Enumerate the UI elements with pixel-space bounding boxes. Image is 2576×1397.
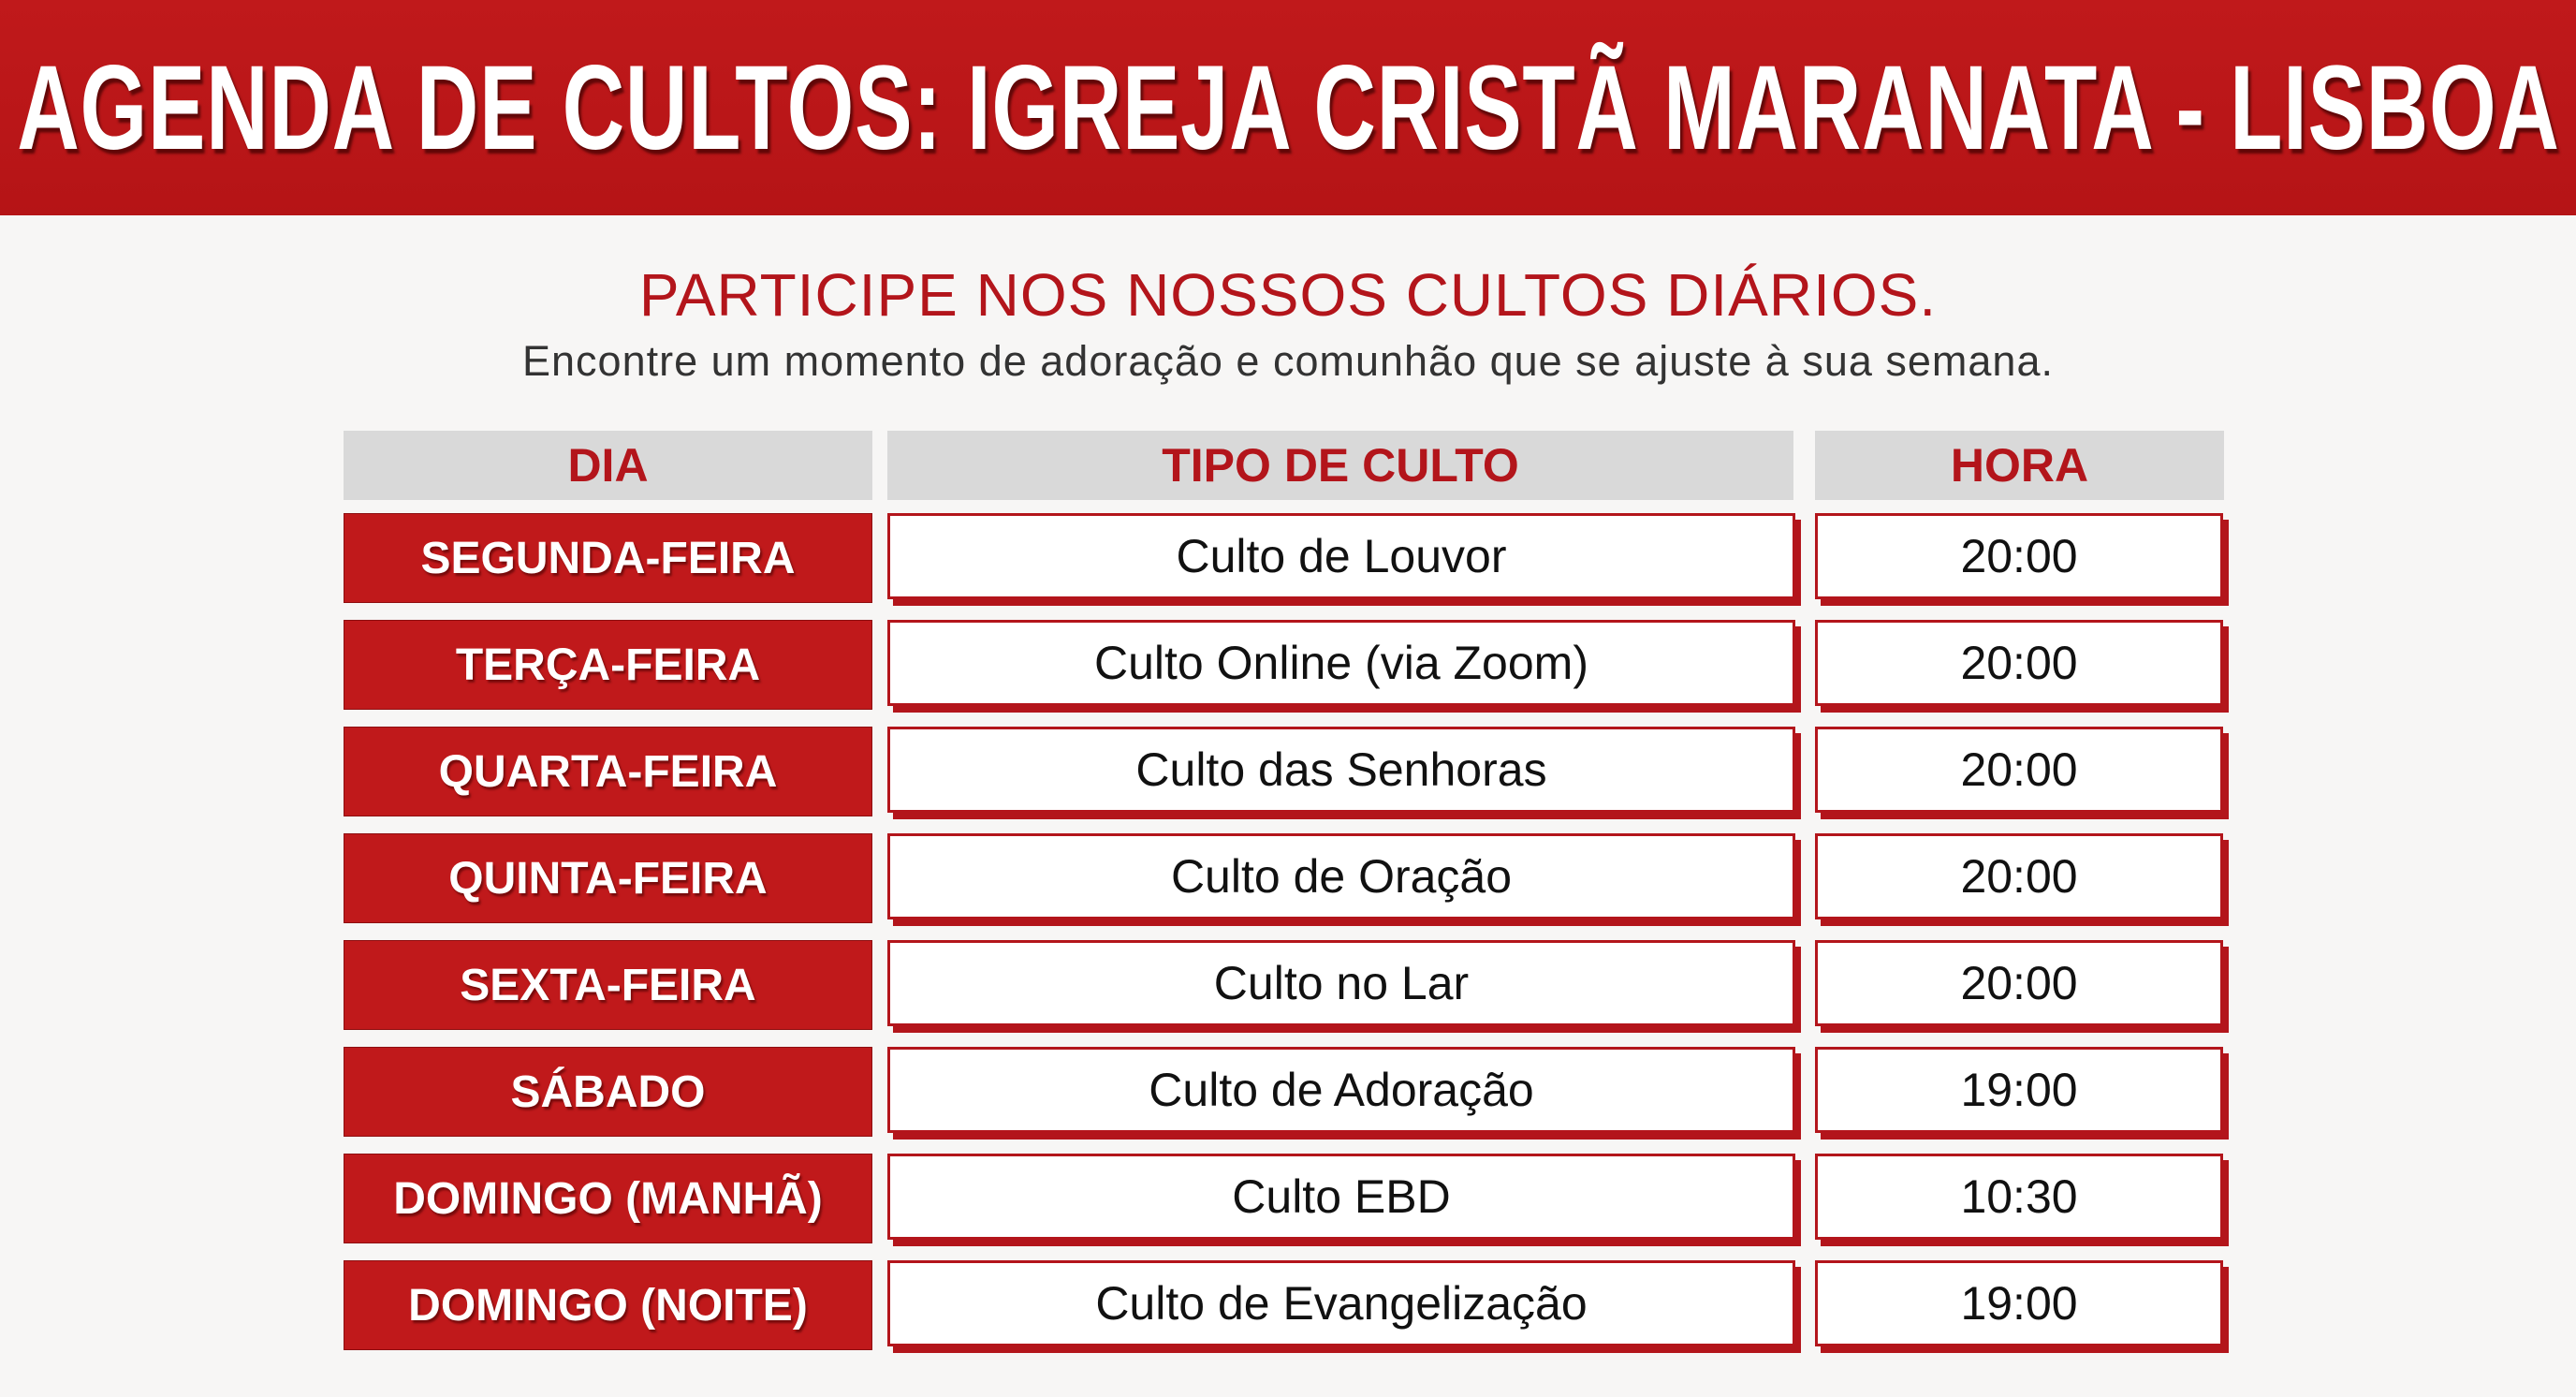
table-row: SEGUNDA-FEIRA Culto de Louvor 20:00 bbox=[0, 513, 2576, 605]
time-cell: 20:00 bbox=[1815, 833, 2223, 919]
column-header-time: HORA bbox=[1815, 431, 2224, 500]
time-cell: 10:30 bbox=[1815, 1154, 2223, 1240]
page-title-wrap: AGENDA DE CULTOS: IGREJA CRISTÃ MARANATA… bbox=[0, 0, 2576, 215]
table-row: TERÇA-FEIRA Culto Online (via Zoom) 20:00 bbox=[0, 620, 2576, 712]
day-cell: SEXTA-FEIRA bbox=[344, 940, 872, 1030]
title-banner bbox=[0, 0, 2576, 215]
day-cell: SEGUNDA-FEIRA bbox=[344, 513, 872, 603]
intro-text: Encontre um momento de adoração e comunh… bbox=[522, 337, 2054, 385]
service-type-cell: Culto EBD bbox=[887, 1154, 1795, 1240]
intro-heading: PARTICIPE NOS NOSSOS CULTOS DIÁRIOS. bbox=[638, 261, 1938, 329]
service-type-cell: Culto das Senhoras bbox=[887, 727, 1795, 813]
time-cell: 20:00 bbox=[1815, 940, 2223, 1026]
table-row: SEXTA-FEIRA Culto no Lar 20:00 bbox=[0, 940, 2576, 1032]
service-type-cell: Culto de Louvor bbox=[887, 513, 1795, 599]
day-cell: QUARTA-FEIRA bbox=[344, 727, 872, 816]
table-row: QUARTA-FEIRA Culto das Senhoras 20:00 bbox=[0, 727, 2576, 818]
day-cell: SÁBADO bbox=[344, 1047, 872, 1137]
day-cell: QUINTA-FEIRA bbox=[344, 833, 872, 923]
service-type-cell: Culto de Oração bbox=[887, 833, 1795, 919]
day-cell: DOMINGO (MANHÃ) bbox=[344, 1154, 872, 1243]
table-row: DOMINGO (NOITE) Culto de Evangelização 19:… bbox=[0, 1260, 2576, 1352]
day-cell: DOMINGO (NOITE) bbox=[344, 1260, 872, 1350]
column-header-day: DIA bbox=[344, 431, 872, 500]
service-type-cell: Culto Online (via Zoom) bbox=[887, 620, 1795, 706]
time-cell: 20:00 bbox=[1815, 727, 2223, 813]
time-cell: 19:00 bbox=[1815, 1047, 2223, 1133]
service-type-cell: Culto no Lar bbox=[887, 940, 1795, 1026]
table-row: QUINTA-FEIRA Culto de Oração 20:00 bbox=[0, 833, 2576, 925]
table-row: DOMINGO (MANHÃ) Culto EBD 10:30 bbox=[0, 1154, 2576, 1245]
service-type-cell: Culto de Evangelização bbox=[887, 1260, 1795, 1346]
time-cell: 20:00 bbox=[1815, 620, 2223, 706]
day-cell: TERÇA-FEIRA bbox=[344, 620, 872, 710]
table-row: SÁBADO Culto de Adoração 19:00 bbox=[0, 1047, 2576, 1139]
time-cell: 20:00 bbox=[1815, 513, 2223, 599]
service-type-cell: Culto de Adoração bbox=[887, 1047, 1795, 1133]
page-title: AGENDA DE CULTOS: IGREJA CRISTÃ MARANATA… bbox=[16, 40, 2560, 175]
column-header-type: TIPO DE CULTO bbox=[887, 431, 1793, 500]
time-cell: 19:00 bbox=[1815, 1260, 2223, 1346]
